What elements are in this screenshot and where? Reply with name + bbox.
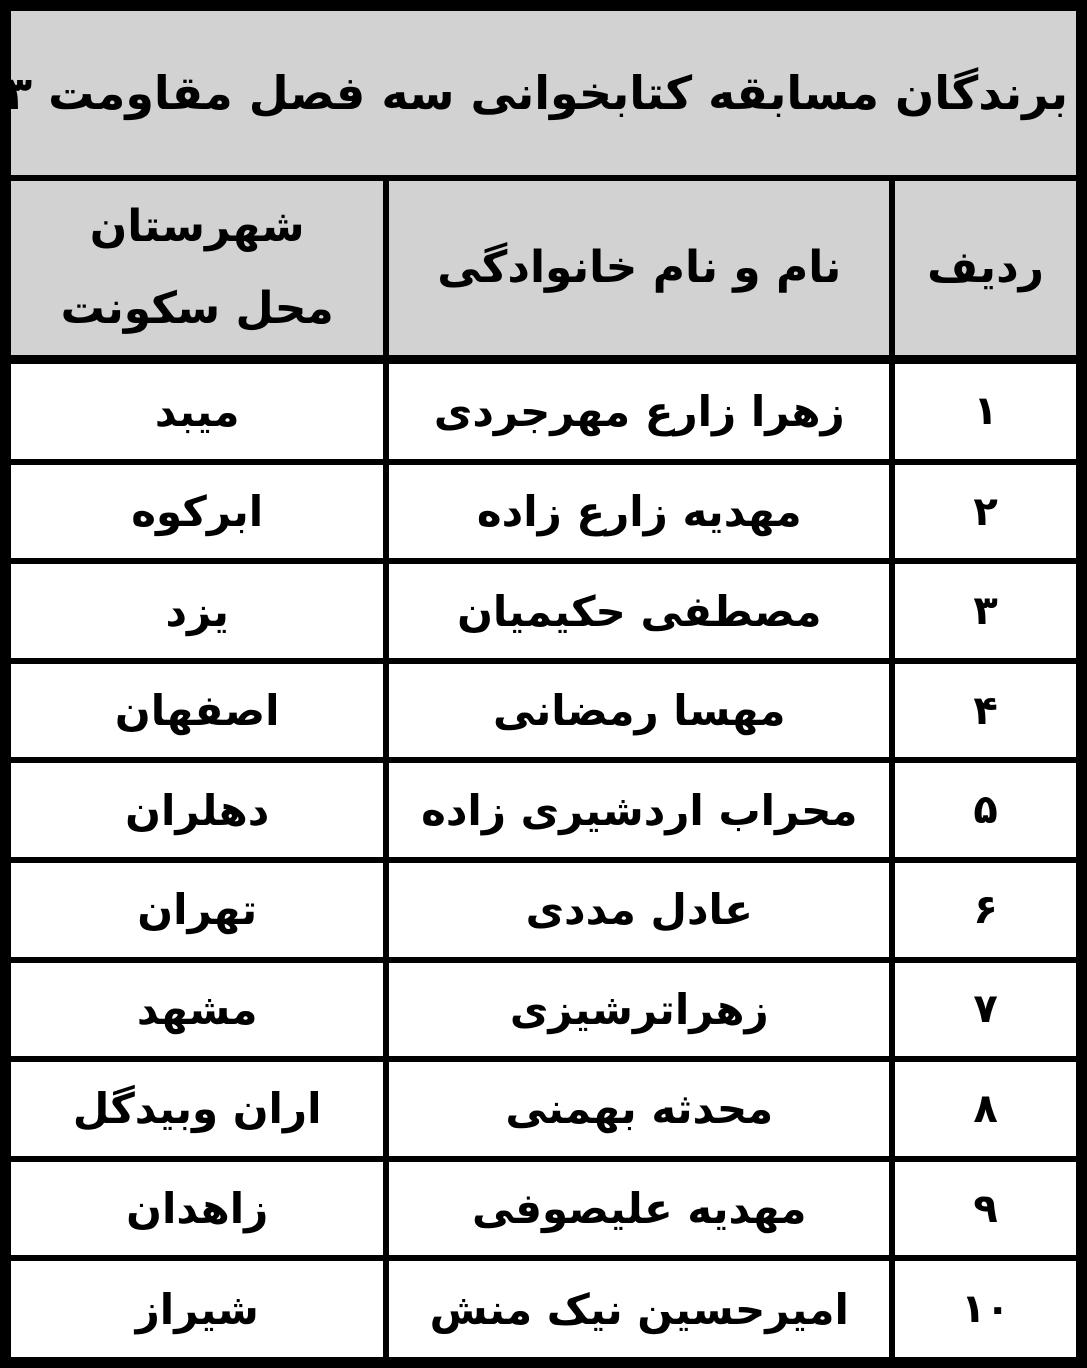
header-city-line2: محل سکونت [60,282,334,334]
name-cell: مهدیه علیصوفی [383,1155,896,1262]
name-cell: امیرحسین نیک منش [383,1255,896,1366]
header-city-line1: شهرستان [89,201,305,253]
header-row: ردیف نام و نام خانوادگی شهرستان محل سکون… [2,174,1085,364]
table-row: ۱ زهرا زارع مهرجردی میبد [2,356,1085,465]
city-cell: مشهد [2,956,390,1063]
name-cell: عادل مددی [383,857,896,963]
table-row: ۵ محراب اردشیری زاده دهلران [2,757,1085,864]
rank-cell: ۵ [889,757,1085,864]
header-city: شهرستان محل سکونت [2,174,390,364]
table-row: ۱۰ امیرحسین نیک منش شیراز [2,1255,1085,1366]
name-cell: مصطفی حکیمیان [383,558,896,664]
table-row: ۴ مهسا رمضانی اصفهان [2,657,1085,764]
name-cell: مهدیه زارع زاده [383,458,896,565]
header-rank: ردیف [889,174,1085,364]
rank-cell: ۷ [889,956,1085,1063]
rank-cell: ۹ [889,1155,1085,1262]
table-row: ۳ مصطفی حکیمیان یزد [2,558,1085,664]
city-cell: اصفهان [2,657,390,764]
title-row: برندگان مسابقه کتابخوانی سه فصل مقاومت ۱… [2,2,1085,181]
rank-cell: ۱ [889,356,1085,465]
table-row: ۹ مهدیه علیصوفی زاهدان [2,1155,1085,1262]
name-cell: مهسا رمضانی [383,657,896,764]
city-cell: شیراز [2,1255,390,1366]
rank-cell: ۳ [889,558,1085,664]
city-cell: میبد [2,356,390,465]
rank-cell: ۸ [889,1056,1085,1162]
table-row: ۲ مهدیه زارع زاده ابرکوه [2,458,1085,565]
city-cell: زاهدان [2,1155,390,1262]
name-cell: زهراترشیزی [383,956,896,1063]
name-cell: محراب اردشیری زاده [383,757,896,864]
table-row: ۷ زهراترشیزی مشهد [2,956,1085,1063]
header-name: نام و نام خانوادگی [383,174,896,364]
city-cell: ابرکوه [2,458,390,565]
table-row: ۶ عادل مددی تهران [2,857,1085,963]
rank-cell: ۲ [889,458,1085,565]
name-cell: زهرا زارع مهرجردی [383,356,896,465]
rank-cell: ۱۰ [889,1255,1085,1366]
city-cell: یزد [2,558,390,664]
city-cell: تهران [2,857,390,963]
table-title: برندگان مسابقه کتابخوانی سه فصل مقاومت ۱… [2,2,1085,181]
city-cell: دهلران [2,757,390,864]
rank-cell: ۶ [889,857,1085,963]
rank-cell: ۴ [889,657,1085,764]
table-row: ۸ محدثه بهمنی اران وبیدگل [2,1056,1085,1162]
name-cell: محدثه بهمنی [383,1056,896,1162]
city-cell: اران وبیدگل [2,1056,390,1162]
